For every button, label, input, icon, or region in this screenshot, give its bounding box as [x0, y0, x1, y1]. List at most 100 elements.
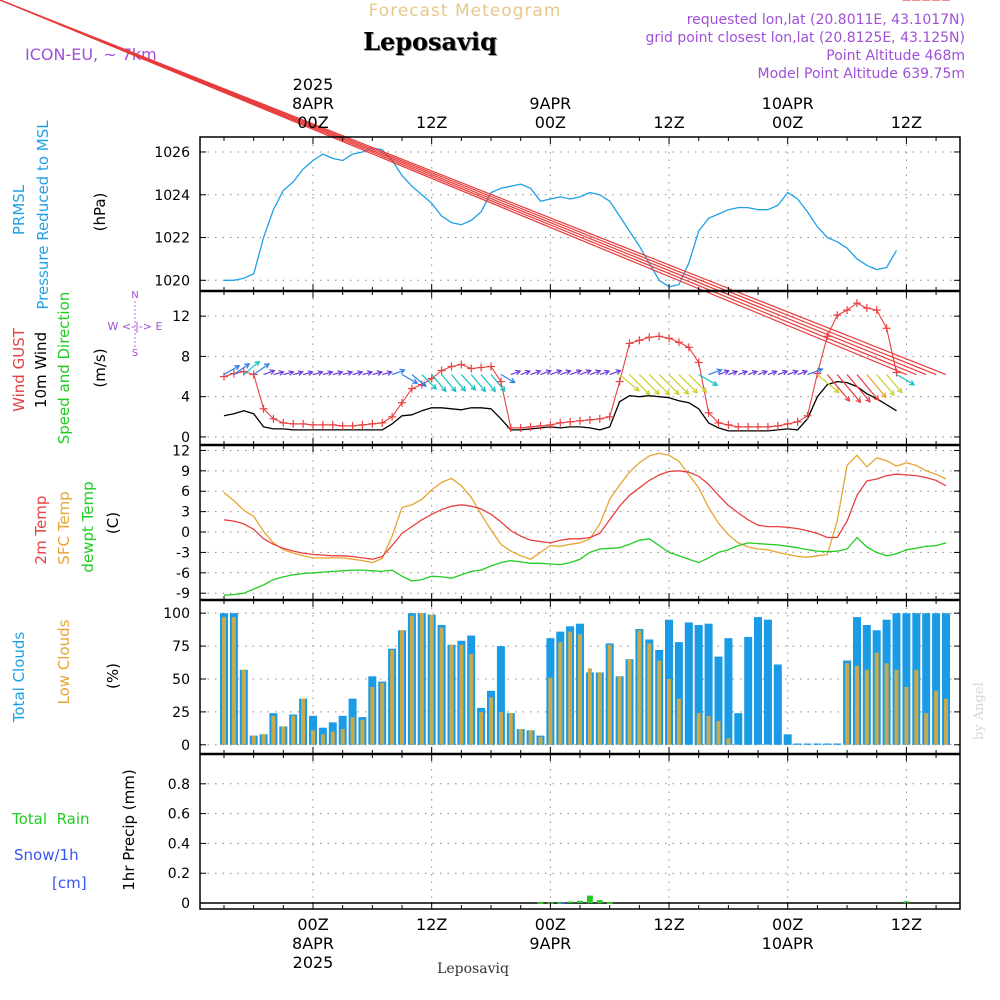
wind-arrow-head — [865, 396, 871, 403]
total-cloud-bar — [942, 613, 950, 745]
wind-arrow-head — [855, 397, 862, 404]
point-altitude: Point Altitude 468m — [826, 48, 965, 64]
wind-arrow-head — [771, 370, 778, 376]
gust-marker — [506, 423, 515, 432]
gust-marker — [872, 306, 881, 315]
wind-arrow — [767, 370, 778, 376]
wind-arrow-shaft — [540, 370, 551, 376]
wind-arrow — [411, 374, 427, 388]
watermark: by Angel — [972, 682, 987, 740]
wind-arrow — [0, 0, 927, 376]
wind-arrow-shaft — [767, 370, 777, 376]
wind-arrow — [540, 369, 552, 376]
wind-arrow — [342, 370, 354, 376]
low-cloud-bar — [449, 644, 454, 745]
low-cloud-bar — [311, 730, 315, 745]
wind-arrow-head — [535, 369, 542, 376]
wind-arrow-shaft — [629, 374, 651, 396]
wind-arrow-shaft — [253, 363, 270, 376]
gust-marker — [754, 422, 763, 431]
wind-arrow — [352, 370, 364, 376]
wind-arrow-head — [873, 395, 880, 402]
low-cloud-bar — [231, 617, 236, 745]
compass-n-label: N — [131, 290, 138, 301]
gust-marker — [289, 419, 298, 428]
wind-arrow-head — [470, 385, 477, 391]
y-tick-label: -6 — [176, 566, 190, 582]
wind-arrow — [391, 368, 406, 376]
gust-marker — [556, 418, 565, 427]
y-tick-label: 9 — [181, 464, 190, 480]
gust-marker — [793, 417, 802, 426]
total-cloud-bar — [773, 664, 782, 745]
gust-marker — [862, 304, 871, 313]
wind-arrow-shaft — [460, 374, 476, 391]
wind-arrow — [0, 0, 947, 376]
wind-arrow-shaft — [0, 0, 927, 376]
wind-arrow-shaft — [599, 370, 610, 376]
y-tick-label: 12 — [172, 443, 190, 459]
wind-arrow — [638, 374, 661, 396]
wind-arrow-head — [633, 385, 640, 392]
bottom-time-label: 2025 — [293, 953, 334, 972]
total-cloud-bar — [754, 617, 762, 745]
wind-arrow — [807, 367, 824, 376]
wind-arrow-head — [366, 370, 374, 376]
gust-marker — [882, 324, 891, 333]
gust-marker — [773, 421, 782, 430]
wind-arrow-shaft — [738, 370, 748, 376]
low-clouds-label: Low Clouds — [55, 619, 73, 704]
wind-dir-label: Speed and Direction — [55, 292, 73, 445]
wind-arrow — [777, 369, 789, 376]
wind-arrow-shaft — [856, 374, 879, 401]
wind-10m-line — [223, 380, 897, 432]
total-cloud-bar — [813, 743, 822, 745]
wind-arrow — [401, 374, 419, 384]
wind-arrow-head — [327, 370, 334, 376]
rain-bar — [596, 900, 603, 904]
wind-arrow-head — [234, 365, 241, 371]
y-tick-label: 0.4 — [168, 836, 190, 852]
gust-marker — [734, 422, 743, 431]
wind-arrow-head — [386, 370, 393, 376]
y-tick-label: 50 — [172, 672, 190, 688]
gust-marker — [219, 372, 228, 381]
low-cloud-bar — [894, 669, 899, 745]
wind-arrow-head — [347, 370, 354, 376]
top-time-label: 12Z — [416, 113, 447, 132]
low-cloud-bar — [578, 634, 582, 745]
wind-unit-label: (m/s) — [91, 348, 109, 387]
wind-arrow-shaft — [520, 370, 531, 376]
wind-arrow-head — [440, 386, 447, 393]
wind-arrow-shaft — [569, 370, 582, 376]
total-cloud-bar — [922, 613, 931, 745]
y-tick-label: -3 — [176, 545, 190, 561]
dewpt-line — [223, 536, 947, 596]
low-cloud-bar — [400, 630, 404, 745]
wind-arrow — [579, 369, 592, 376]
wind-arrow-shaft — [579, 370, 592, 376]
wind-arrow — [817, 374, 840, 394]
wind-arrow — [382, 370, 393, 376]
precip-unit-label: 1hr Precip (mm) — [120, 769, 138, 890]
wind-arrow-shaft — [342, 371, 353, 376]
low-cloud-bar — [291, 715, 296, 745]
wind-arrow-shaft — [777, 370, 788, 376]
wind-arrow-shaft — [550, 370, 562, 376]
rain-bar — [537, 902, 544, 904]
low-cloud-bar — [726, 738, 731, 745]
gust-marker — [585, 415, 594, 424]
rain-bar — [567, 901, 574, 903]
wind-arrow — [263, 369, 276, 376]
low-cloud-bar — [904, 686, 909, 745]
wind-arrow-shaft — [283, 371, 294, 376]
total-cloud-bar — [714, 656, 723, 745]
low-cloud-bar — [261, 734, 266, 745]
wind-arrow-shaft — [352, 371, 363, 376]
total-cloud-bar — [694, 625, 703, 745]
low-cloud-bar — [508, 713, 513, 745]
gridpoint-coords: grid point closest lon,lat (20.8125E, 43… — [645, 30, 965, 46]
wind-arrow — [500, 374, 516, 384]
wind-arrow — [599, 369, 611, 376]
gust-marker — [437, 366, 446, 375]
